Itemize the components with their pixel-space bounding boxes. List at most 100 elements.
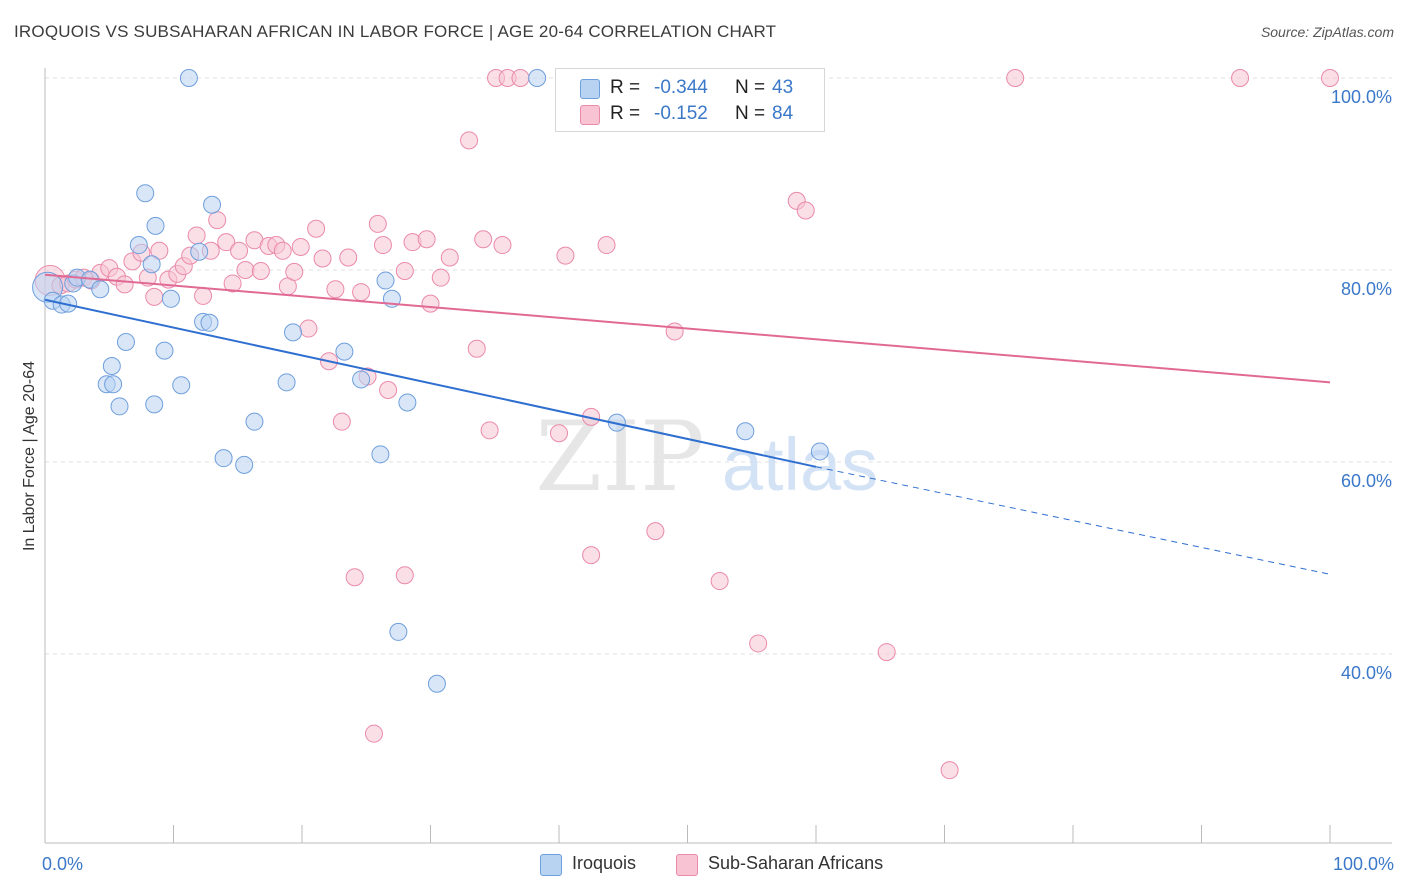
iroquois-legend-swatch <box>540 854 562 876</box>
african-point <box>749 634 768 653</box>
source-label: Source: ZipAtlas.com <box>1260 24 1394 40</box>
african-point <box>273 241 292 260</box>
african-point <box>194 286 213 305</box>
iroquois-point <box>284 323 303 342</box>
iroquois-point <box>335 342 354 361</box>
african-point <box>230 241 249 260</box>
african-point <box>597 236 616 255</box>
r-value: -0.344 <box>654 77 708 98</box>
iroquois-point <box>190 242 209 261</box>
african-point <box>480 421 499 440</box>
african-point <box>373 236 392 255</box>
african-point <box>474 230 493 249</box>
y-tick-label: 100.0% <box>1331 87 1392 107</box>
correlation-legend: R = -0.344 N = 43 R = -0.152 N = 84 <box>555 68 825 132</box>
x-tick-label: 0.0% <box>42 854 83 874</box>
axes <box>44 68 1392 844</box>
african-point <box>1006 69 1025 87</box>
iroquois-point <box>136 184 155 203</box>
y-tick-label: 60.0% <box>1341 471 1392 491</box>
african-point <box>307 219 326 238</box>
african-point <box>1321 69 1339 87</box>
african-point <box>877 643 896 662</box>
african-point <box>467 339 486 358</box>
african-point <box>285 262 304 281</box>
african-trend-line <box>44 273 1331 384</box>
r-label: R = <box>610 77 641 98</box>
iroquois-point <box>203 195 222 214</box>
trend-lines <box>44 273 1331 575</box>
tick-labels: 100.0% 80.0% 60.0% 40.0% 0.0% 100.0% <box>42 87 1394 874</box>
african-point <box>417 230 436 249</box>
iroquois-trend-line <box>44 298 817 468</box>
african-point <box>187 226 206 245</box>
african-point <box>511 69 530 87</box>
african-point <box>345 568 364 587</box>
r-label: R = <box>610 103 641 124</box>
iroquois-point <box>116 333 135 351</box>
iroquois-point <box>172 376 191 395</box>
african-point <box>251 261 270 280</box>
iroquois-point <box>214 449 233 468</box>
x-tick-label: 100.0% <box>1333 854 1394 874</box>
african-point <box>493 236 512 255</box>
iroquois-point <box>129 236 148 255</box>
iroquois-point <box>427 674 446 693</box>
african-point <box>421 294 440 313</box>
iroquois-point <box>235 455 254 474</box>
african-point <box>150 241 169 260</box>
african-point <box>940 761 959 780</box>
african-point <box>550 424 568 443</box>
african-point <box>665 322 684 341</box>
r-value: -0.152 <box>654 103 708 124</box>
african-point <box>710 572 729 591</box>
iroquois-point <box>389 622 408 641</box>
y-tick-label: 80.0% <box>1341 279 1392 299</box>
iroquois-point <box>102 357 121 375</box>
n-value: 43 <box>772 77 794 98</box>
african-point <box>326 280 345 299</box>
iroquois-point <box>200 313 219 332</box>
chart-title: IROQUOIS VS SUBSAHARAN AFRICAN IN LABOR … <box>14 22 777 41</box>
african-point <box>291 237 310 256</box>
iroquois-point <box>810 442 829 461</box>
african-point <box>299 319 318 338</box>
iroquois-point <box>352 370 371 389</box>
african-point <box>582 546 601 565</box>
iroquois-point <box>736 422 755 441</box>
african-point <box>379 381 398 399</box>
iroquois-point <box>376 271 395 290</box>
african-point <box>115 275 134 294</box>
african-point <box>217 233 236 252</box>
african-legend-swatch <box>676 854 698 876</box>
iroquois-point <box>179 69 198 87</box>
n-label: N = <box>735 77 766 98</box>
african-point <box>352 283 371 302</box>
iroquois-point <box>277 373 296 392</box>
iroquois-point <box>110 397 129 416</box>
n-value: 84 <box>772 103 794 124</box>
grid-lines <box>45 77 1392 655</box>
iroquois-point <box>245 412 264 431</box>
iroquois-point <box>104 375 123 394</box>
african-point <box>208 211 227 230</box>
iroquois-point <box>155 341 174 360</box>
african-point <box>223 274 242 293</box>
african-point <box>395 261 414 280</box>
african-point <box>440 248 459 267</box>
n-label: N = <box>735 103 766 124</box>
iroquois-trend-extension <box>815 466 1331 575</box>
african-point <box>1231 69 1250 87</box>
african-point <box>368 214 387 233</box>
iroquois-point <box>161 289 180 308</box>
iroquois-point <box>91 280 110 299</box>
african-point <box>364 724 383 743</box>
iroquois-point <box>528 69 547 87</box>
iroquois-point <box>371 445 390 464</box>
african-point <box>556 246 575 265</box>
african-point <box>395 566 414 585</box>
african-swatch <box>580 105 600 125</box>
african-point <box>332 412 351 431</box>
iroquois-point <box>145 395 164 414</box>
